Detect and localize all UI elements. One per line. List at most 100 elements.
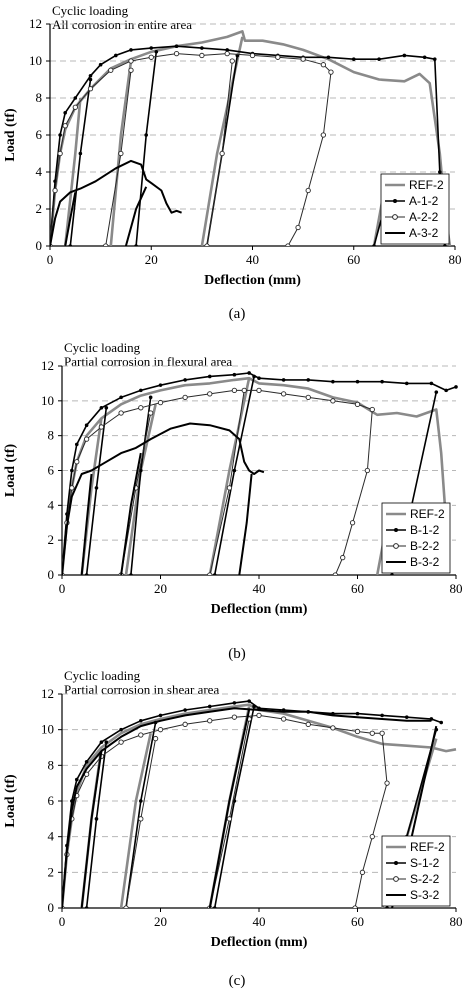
legend-label: REF-2 xyxy=(410,840,445,854)
series-A-3-2 xyxy=(50,159,182,246)
data-point xyxy=(454,385,458,389)
data-point xyxy=(104,740,109,744)
data-point xyxy=(443,244,447,246)
legend-label: S-2-2 xyxy=(410,872,440,886)
data-point xyxy=(232,468,237,473)
series-unload-branch xyxy=(125,738,157,908)
data-point xyxy=(247,371,251,375)
legend: REF-2 S-1-2 S-2-2 S-3-2 xyxy=(381,835,451,907)
y-axis-label: Load (tf) xyxy=(3,444,18,498)
plot-area xyxy=(62,371,458,575)
data-point xyxy=(390,573,394,575)
data-point xyxy=(226,816,233,822)
data-point xyxy=(68,244,73,246)
data-point xyxy=(438,170,442,174)
series-unload-branch xyxy=(80,750,103,908)
series-unload-branch xyxy=(119,732,152,908)
y-tick-label: 10 xyxy=(41,393,54,408)
y-tick-label: 12 xyxy=(41,358,54,373)
data-point xyxy=(207,718,213,724)
data-point xyxy=(439,720,444,725)
data-point xyxy=(351,57,356,61)
y-tick-label: 8 xyxy=(48,428,55,443)
data-point xyxy=(58,133,62,137)
x-axis-label: Deflection (mm) xyxy=(211,935,308,950)
data-point xyxy=(432,57,437,61)
data-point xyxy=(232,372,237,377)
y-axis-label: Load (tf) xyxy=(3,108,18,162)
data-point xyxy=(285,243,291,246)
y-tick-label: 4 xyxy=(48,829,55,844)
data-point xyxy=(129,48,133,52)
data-point xyxy=(154,49,159,54)
x-axis-label: Deflection (mm) xyxy=(204,273,301,288)
data-point xyxy=(369,406,375,413)
series-unload-branch xyxy=(64,192,77,246)
data-point xyxy=(57,150,63,157)
data-point xyxy=(369,730,375,736)
data-point xyxy=(128,58,134,64)
series-S-1-2 xyxy=(62,699,444,908)
data-point xyxy=(200,46,204,50)
data-point xyxy=(385,906,389,908)
data-point xyxy=(157,399,164,406)
legend-label: A-3-2 xyxy=(409,226,439,240)
y-tick-label: 4 xyxy=(48,497,55,512)
data-point xyxy=(158,713,163,718)
data-point xyxy=(104,406,109,410)
data-point xyxy=(70,468,74,473)
x-tick-label: 0 xyxy=(59,581,66,596)
series-unload-branch xyxy=(200,36,244,246)
series-line xyxy=(62,700,442,908)
y-tick-label: 0 xyxy=(48,567,55,582)
data-point xyxy=(219,150,225,157)
data-point xyxy=(207,704,212,709)
data-point xyxy=(402,53,407,58)
data-point xyxy=(212,573,217,575)
data-point xyxy=(139,388,143,393)
data-point xyxy=(355,711,360,716)
series-unload-branch xyxy=(124,404,157,575)
chart-title-line: Cyclic loading xyxy=(64,668,141,683)
legend-label: B-2-2 xyxy=(410,539,440,553)
data-point xyxy=(352,905,358,908)
y-tick-label: 0 xyxy=(36,238,43,253)
data-point xyxy=(174,44,179,48)
caption-c: (c) xyxy=(229,973,246,989)
data-point xyxy=(422,55,427,60)
data-point xyxy=(199,52,205,59)
data-point xyxy=(275,54,281,60)
data-point xyxy=(354,728,361,735)
data-point xyxy=(103,243,109,246)
y-tick-label: 0 xyxy=(48,900,55,915)
legend-marker xyxy=(394,861,398,865)
series-B-2-2 xyxy=(62,387,375,575)
x-tick-label: 60 xyxy=(347,252,360,267)
chart-title-line: Partial corrosion in flexural area xyxy=(64,354,232,369)
y-tick-label: 4 xyxy=(36,164,43,179)
data-point xyxy=(74,777,79,782)
y-tick-label: 2 xyxy=(48,532,55,547)
x-tick-label: 80 xyxy=(450,581,463,596)
data-point xyxy=(354,401,361,407)
series-unload-branch xyxy=(213,706,255,908)
x-tick-label: 20 xyxy=(154,581,167,596)
data-point xyxy=(355,379,360,384)
data-point xyxy=(99,740,104,744)
data-point xyxy=(149,46,154,50)
series-line xyxy=(50,53,332,246)
data-point xyxy=(252,704,256,709)
data-point xyxy=(62,123,68,129)
legend-label: S-1-2 xyxy=(410,856,440,870)
series-unload-branch xyxy=(120,412,152,575)
series-line xyxy=(62,422,265,575)
series-unload-branch xyxy=(213,376,255,575)
legend-marker xyxy=(393,199,397,203)
data-point xyxy=(207,374,212,379)
data-point xyxy=(444,388,448,393)
data-point xyxy=(231,714,238,720)
